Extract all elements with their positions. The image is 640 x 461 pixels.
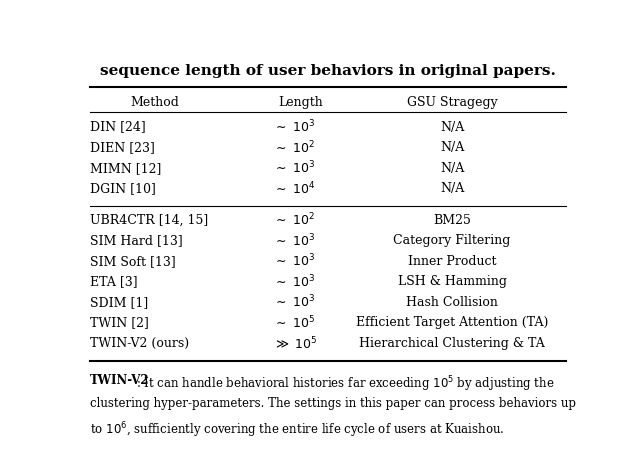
- Text: BM25: BM25: [433, 213, 471, 226]
- Text: $\gg$ $10^5$: $\gg$ $10^5$: [273, 335, 318, 352]
- Text: SDIM [1]: SDIM [1]: [90, 296, 148, 309]
- Text: TWIN-V2 (ours): TWIN-V2 (ours): [90, 337, 189, 350]
- Text: DGIN [10]: DGIN [10]: [90, 182, 156, 195]
- Text: $\sim$ $10^3$: $\sim$ $10^3$: [273, 253, 316, 270]
- Text: $\sim$ $10^3$: $\sim$ $10^3$: [273, 119, 316, 136]
- Text: TWIN-V2: TWIN-V2: [90, 374, 150, 387]
- Text: Efficient Target Attention (TA): Efficient Target Attention (TA): [356, 316, 548, 330]
- Text: SIM Soft [13]: SIM Soft [13]: [90, 255, 175, 268]
- Text: TWIN [2]: TWIN [2]: [90, 316, 148, 330]
- Text: sequence length of user behaviors in original papers.: sequence length of user behaviors in ori…: [100, 64, 556, 78]
- Text: N/A: N/A: [440, 141, 464, 154]
- Text: N/A: N/A: [440, 182, 464, 195]
- Text: ETA [3]: ETA [3]: [90, 275, 138, 288]
- Text: DIN [24]: DIN [24]: [90, 120, 146, 134]
- Text: Length: Length: [278, 96, 323, 109]
- Text: Method: Method: [130, 96, 179, 109]
- Text: N/A: N/A: [440, 162, 464, 175]
- Text: clustering hyper-parameters. The settings in this paper can process behaviors up: clustering hyper-parameters. The setting…: [90, 397, 576, 410]
- Text: $\sim$ $10^4$: $\sim$ $10^4$: [273, 181, 316, 197]
- Text: $\sim$ $10^3$: $\sim$ $10^3$: [273, 232, 316, 249]
- Text: to $10^6$, sufficiently covering the entire life cycle of users at Kuaishou.: to $10^6$, sufficiently covering the ent…: [90, 420, 504, 440]
- Text: $\sim$ $10^3$: $\sim$ $10^3$: [273, 294, 316, 311]
- Text: Hierarchical Clustering & TA: Hierarchical Clustering & TA: [359, 337, 545, 350]
- Text: $\sim$ $10^2$: $\sim$ $10^2$: [273, 212, 316, 228]
- Text: $\sim$ $10^3$: $\sim$ $10^3$: [273, 160, 316, 177]
- Text: $\sim$ $10^2$: $\sim$ $10^2$: [273, 139, 316, 156]
- Text: DIEN [23]: DIEN [23]: [90, 141, 155, 154]
- Text: $\sim$ $10^3$: $\sim$ $10^3$: [273, 273, 316, 290]
- Text: N/A: N/A: [440, 120, 464, 134]
- Text: Inner Product: Inner Product: [408, 255, 496, 268]
- Text: LSH & Hamming: LSH & Hamming: [397, 275, 506, 288]
- Text: UBR4CTR [14, 15]: UBR4CTR [14, 15]: [90, 213, 208, 226]
- Text: Hash Collision: Hash Collision: [406, 296, 498, 309]
- Text: SIM Hard [13]: SIM Hard [13]: [90, 234, 182, 247]
- Text: MIMN [12]: MIMN [12]: [90, 162, 161, 175]
- Text: : It can handle behavioral histories far exceeding $10^5$ by adjusting the: : It can handle behavioral histories far…: [136, 374, 554, 394]
- Text: $\sim$ $10^5$: $\sim$ $10^5$: [273, 315, 316, 331]
- Text: Category Filtering: Category Filtering: [394, 234, 511, 247]
- Text: GSU Stragegy: GSU Stragegy: [406, 96, 497, 109]
